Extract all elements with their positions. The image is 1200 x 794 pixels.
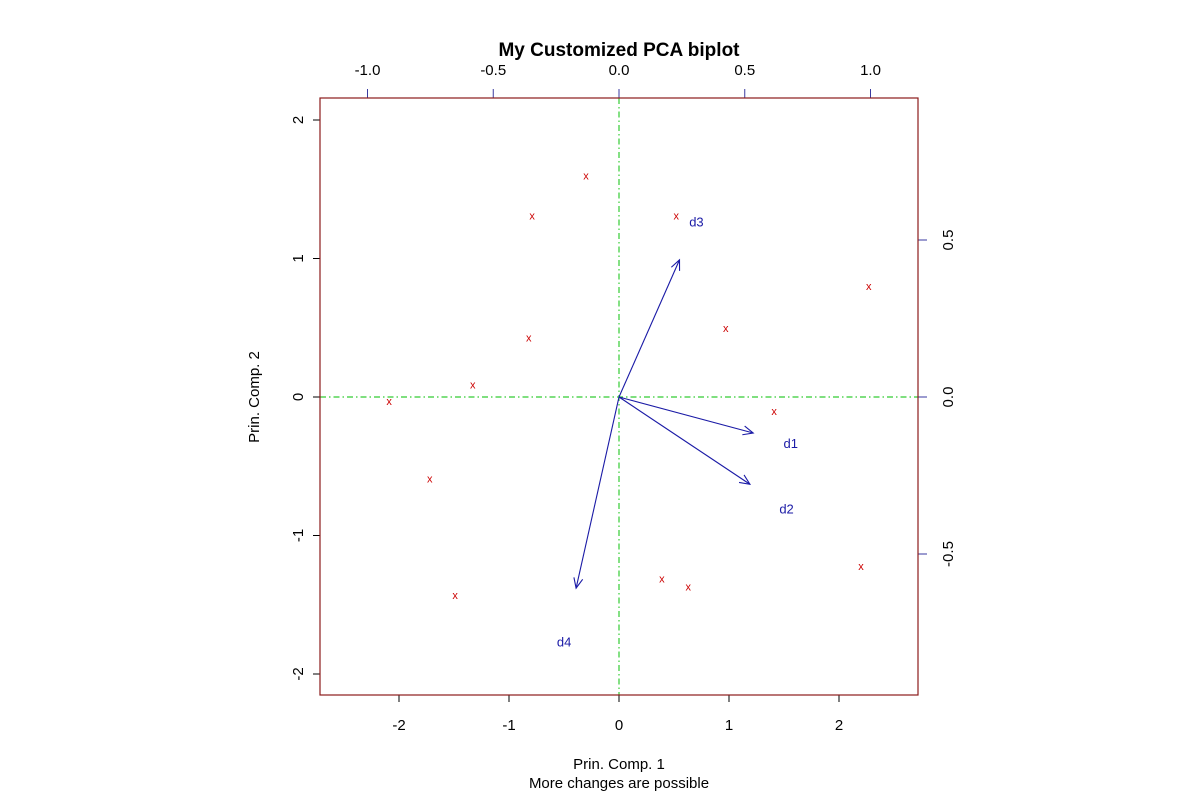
score-point: x (583, 170, 589, 182)
right-tick-label: 0.5 (940, 230, 957, 251)
top-tick-label: -1.0 (355, 62, 381, 79)
right-tick-label: 0.0 (940, 387, 957, 408)
top-tick-label: 0.0 (609, 62, 630, 79)
loading-arrowhead-d4 (573, 577, 584, 590)
score-point: x (386, 396, 392, 408)
chart-title: My Customized PCA biplot (498, 40, 740, 61)
score-point: x (470, 380, 476, 392)
x-tick-label: -2 (392, 717, 405, 734)
score-point: x (673, 211, 679, 223)
x-tick-label: 2 (835, 717, 843, 734)
axes: -2 -1 0 1 2 -2 -1 0 1 2 -1.0 -0.5 0.0 0.5 1.0 -0.5 0.0 0.… (290, 62, 957, 734)
top-tick-label: 0.5 (734, 62, 755, 79)
x-tick-label: 1 (725, 717, 733, 734)
loading-label-d3: d3 (689, 214, 703, 229)
top-tick-label: -0.5 (480, 62, 506, 79)
right-tick-label: -0.5 (940, 541, 957, 567)
y-tick-label: 1 (290, 254, 307, 262)
x-tick-label: 0 (615, 717, 623, 734)
score-point: x (427, 474, 433, 486)
loading-arrowhead-d3 (670, 258, 681, 271)
score-point: x (686, 582, 692, 594)
score-point: x (858, 561, 864, 573)
y-tick-label: -2 (290, 667, 307, 680)
top-tick-label: 1.0 (860, 62, 881, 79)
loading-arrowhead-d1 (742, 425, 755, 436)
loading-arrow-d1 (618, 396, 754, 434)
y-axis-label: Prin. Comp. 2 (246, 351, 263, 443)
x-tick-label: -1 (502, 717, 515, 734)
y-tick-label: 2 (290, 116, 307, 124)
x-axis-label: Prin. Comp. 1 (573, 756, 665, 773)
loading-arrow-d2 (618, 396, 751, 485)
loading-label-d1: d1 (784, 436, 798, 451)
score-point: x (526, 332, 532, 344)
loading-arrows: d1 d2 d3 d4 (557, 214, 798, 649)
y-tick-label: -1 (290, 529, 307, 542)
loading-arrowhead-d2 (738, 474, 752, 486)
loading-label-d4: d4 (557, 635, 571, 650)
score-point: x (866, 281, 872, 293)
plot-border (319, 97, 919, 696)
y-tick-label: 0 (290, 393, 307, 401)
loading-label-d2: d2 (779, 502, 793, 517)
score-point: x (659, 573, 665, 585)
chart-subtitle: More changes are possible (529, 775, 709, 792)
score-point: x (529, 211, 535, 223)
loading-arrow-d3 (618, 259, 681, 398)
loading-arrow-d4 (575, 396, 620, 589)
score-point: x (723, 323, 729, 335)
score-points: x x x x x x x x x x x x x x (386, 170, 872, 602)
score-point: x (771, 406, 777, 418)
score-point: x (452, 590, 458, 602)
